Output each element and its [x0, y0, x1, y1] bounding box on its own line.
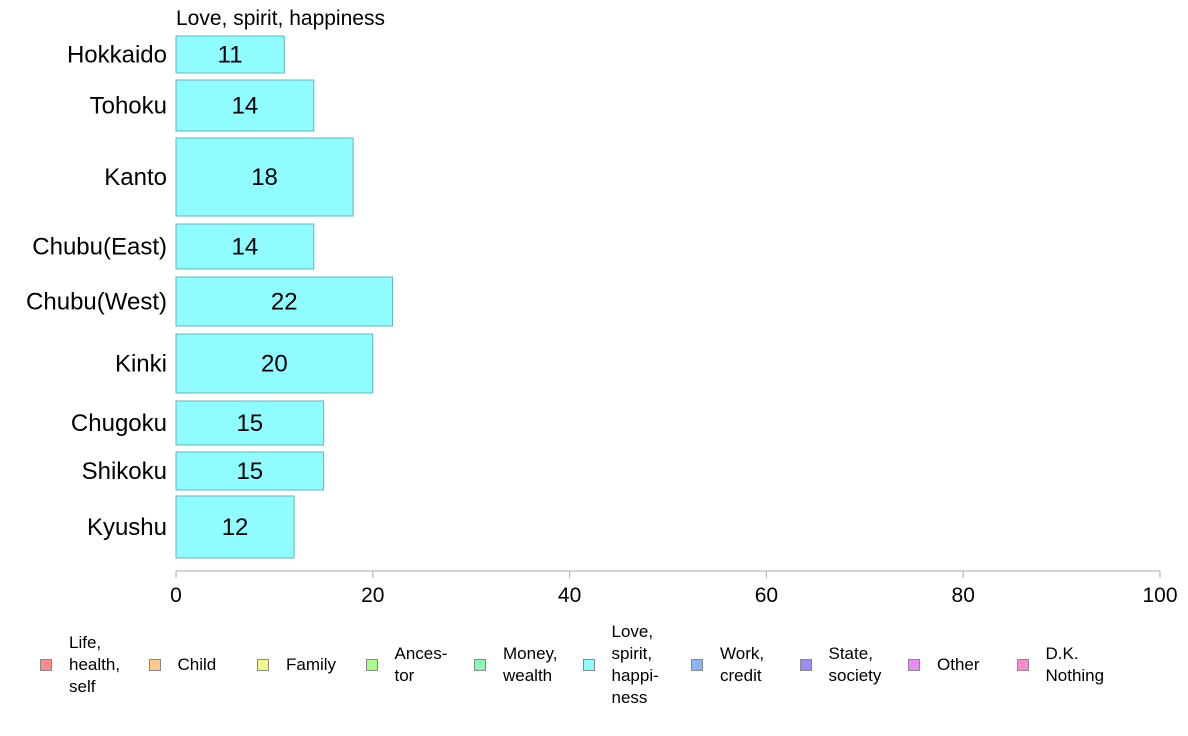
legend-label: State, society [828, 644, 882, 685]
legend-item: Work, credit [691, 620, 764, 710]
category-label: Tohoku [90, 93, 167, 120]
legend-item: Ances- tor [365, 620, 448, 710]
value-label: 20 [261, 351, 288, 378]
legend-item: State, society [799, 620, 882, 710]
legend-label: Life, health, self [69, 633, 121, 696]
x-tick-label: 40 [558, 584, 581, 607]
bar-chugoku [175, 400, 325, 446]
x-tick-label: 80 [952, 584, 975, 607]
legend-item: Child [148, 620, 217, 710]
bar-hokkaido [175, 35, 285, 74]
legend-swatch [40, 659, 52, 671]
legend-label: Family [286, 655, 337, 674]
category-label: Shikoku [82, 458, 167, 485]
chart-title: Love, spirit, happiness [176, 7, 385, 30]
bar-tohoku [175, 79, 315, 132]
category-label: Kanto [104, 164, 167, 191]
value-label: 12 [222, 514, 249, 541]
legend-swatch [691, 659, 703, 671]
legend-label: Child [177, 655, 217, 674]
category-label: Chubu(East) [32, 234, 167, 261]
legend-swatch [799, 659, 812, 671]
bars-group: Hokkaido 11 Tohoku 14 Kanto 18 Chubu(East) 14 Ch… [26, 35, 393, 559]
bar-shikoku [175, 451, 325, 491]
bar-kyushu [175, 495, 295, 559]
x-axis: 0 20 40 60 80 100 [170, 570, 1178, 607]
legend-item: Love, spirit, happi- ness [582, 620, 659, 710]
legend-swatch [365, 659, 378, 671]
legend-swatch [908, 659, 920, 671]
x-tick-label: 100 [1142, 584, 1177, 607]
legend-swatch [582, 659, 595, 671]
bar-chubu-east- [175, 223, 315, 270]
x-tick-label: 0 [170, 584, 182, 607]
bar-chart: Love, spirit, happiness Hokkaido 11 Tohoku… [26, 7, 1178, 607]
legend-label: D.K. Nothing [1045, 644, 1105, 685]
value-label: 15 [236, 410, 263, 437]
value-label: 14 [232, 93, 259, 120]
legend-swatch [1016, 659, 1029, 671]
bar-kinki [175, 333, 374, 394]
legend-label: Work, credit [720, 644, 765, 685]
legend-label: Love, spirit, happi- ness [611, 622, 659, 707]
legend-swatch [474, 659, 486, 671]
bar-chubu-west- [175, 276, 393, 327]
legend-item: Other [908, 620, 980, 710]
x-tick-label: 60 [755, 584, 778, 607]
value-label: 11 [218, 42, 243, 69]
legend-item: D.K. Nothing [1016, 620, 1105, 710]
category-label: Hokkaido [67, 42, 167, 69]
legend: Life, health, self Child Family Ances- tor M… [40, 620, 1170, 710]
legend-label: Money, wealth [503, 644, 558, 685]
value-label: 22 [271, 289, 298, 316]
category-label: Kinki [115, 351, 167, 378]
bar-kanto [175, 137, 354, 217]
category-label: Chubu(West) [26, 289, 167, 316]
x-tick-label: 20 [361, 584, 384, 607]
legend-swatch [257, 659, 269, 671]
category-label: Chugoku [71, 410, 167, 437]
category-label: Kyushu [87, 514, 167, 541]
legend-label: Ances- tor [394, 644, 448, 685]
legend-swatch [148, 659, 161, 671]
legend-item: Money, wealth [474, 620, 558, 710]
legend-item: Family [257, 620, 336, 710]
legend-item: Life, health, self [40, 620, 120, 710]
value-label: 18 [251, 164, 278, 191]
legend-label: Other [937, 655, 980, 674]
value-label: 14 [232, 234, 259, 261]
value-label: 15 [236, 458, 263, 485]
